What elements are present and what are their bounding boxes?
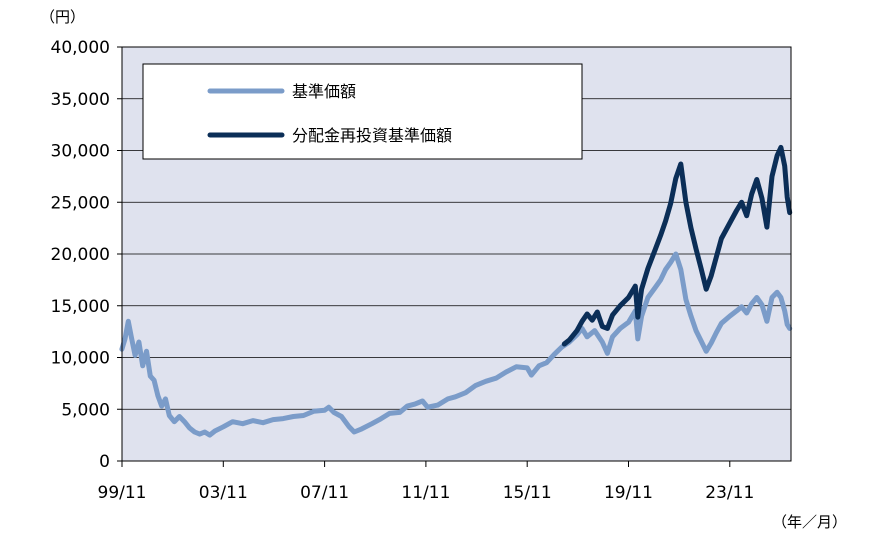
x-tick-label: 07/11 [300, 483, 349, 503]
legend-label-reinvested-price: 分配金再投資基準価額 [292, 126, 452, 145]
legend-box [142, 63, 583, 160]
x-axis-ticks: 99/11 03/11 07/11 11/11 15/11 19/11 23/11 [98, 461, 754, 503]
y-tick-label: 35,000 [51, 90, 110, 110]
y-tick-label: 30,000 [51, 142, 110, 162]
y-tick-label: 40,000 [51, 38, 110, 58]
y-tick-label: 20,000 [51, 245, 110, 265]
series-line-reinvested-price [561, 144, 793, 347]
y-tick-label: 5,000 [61, 400, 110, 420]
x-axis-unit-label: （年／月） [772, 513, 847, 531]
y-tick-label: 0 [99, 452, 110, 472]
legend-label-base-price: 基準価額 [292, 82, 356, 101]
y-tick-label: 15,000 [51, 297, 110, 317]
x-tick-label: 99/11 [98, 483, 147, 503]
legend: 基準価額 分配金再投資基準価額 [142, 63, 583, 160]
series-line-base-price [119, 251, 793, 438]
x-tick-label: 11/11 [401, 483, 450, 503]
y-tick-label: 10,000 [51, 349, 110, 369]
series-layer [119, 144, 793, 438]
x-tick-label: 03/11 [199, 483, 248, 503]
y-axis-unit-label: （円） [40, 8, 85, 26]
x-tick-label: 23/11 [705, 483, 754, 503]
x-tick-label: 15/11 [503, 483, 552, 503]
y-axis-ticks: 0 5,000 10,000 15,000 20,000 25,000 30,000 35,0… [51, 38, 122, 472]
y-tick-label: 25,000 [51, 193, 110, 213]
x-tick-label: 19/11 [604, 483, 653, 503]
